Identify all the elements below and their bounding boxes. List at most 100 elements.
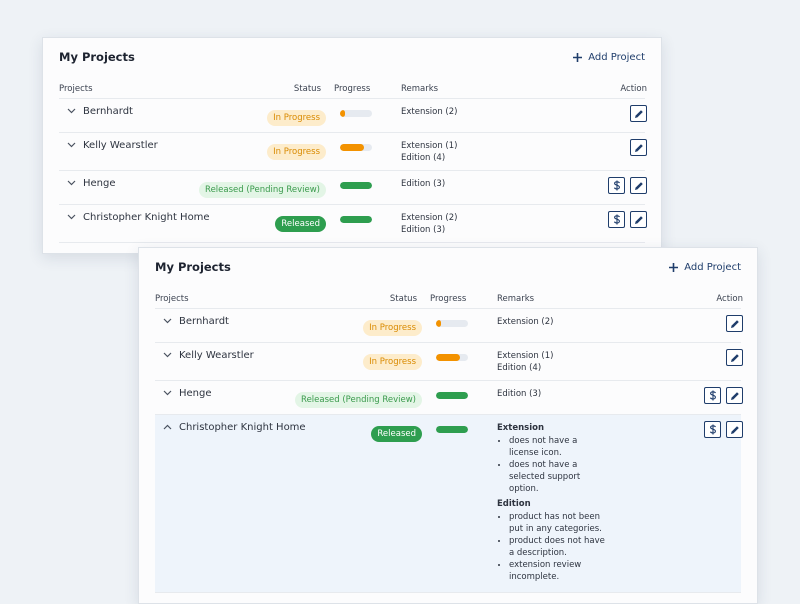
edit-icon (634, 181, 644, 191)
actions-cell (630, 139, 647, 156)
project-name: Henge (179, 388, 212, 399)
chevron-icon (67, 180, 76, 186)
add-project-button[interactable]: Add Project (573, 52, 645, 63)
expand-toggle[interactable] (155, 387, 179, 396)
column-label: Action (620, 84, 647, 94)
project-name: Christopher Knight Home (83, 212, 210, 223)
expand-toggle[interactable] (59, 139, 83, 148)
remarks-cell: Edition (3) (401, 177, 577, 190)
column-label: Progress (334, 84, 371, 94)
expand-toggle[interactable] (155, 349, 179, 358)
project-name: Kelly Wearstler (83, 140, 158, 151)
add-project-label: Add Project (588, 51, 645, 63)
detail-item: does not have a license icon. (509, 435, 609, 459)
project-row: Henge Released (Pending Review) Edition (3… (59, 171, 647, 205)
remarks-cell: Extension (1) Edition (4) (497, 349, 673, 374)
chevron-icon (67, 142, 76, 148)
edit-icon (634, 215, 644, 225)
edit-button[interactable] (630, 177, 647, 194)
edit-button[interactable] (630, 211, 647, 228)
chevron-icon (67, 214, 76, 220)
chevron-icon (67, 108, 76, 114)
detail-item: product has not been put in any categori… (509, 511, 609, 535)
status-cell: Released (Pending Review) (199, 177, 326, 198)
project-row: Bernhardt In Progress Extension (2) (155, 309, 743, 343)
column-label: Remarks (401, 84, 439, 94)
status-badge: Released (275, 216, 326, 232)
remarks-cell: Extension (1) Edition (4) (401, 139, 577, 164)
detail-item: product does not have a description. (509, 535, 609, 559)
status-cell: Released (275, 211, 326, 232)
pricing-button[interactable] (608, 211, 625, 228)
edit-button[interactable] (726, 315, 743, 332)
actions-cell (726, 315, 743, 332)
edit-icon (730, 319, 740, 329)
column-label: Projects (59, 84, 93, 94)
pricing-button[interactable] (608, 177, 625, 194)
pricing-icon (613, 214, 621, 225)
edit-button[interactable] (630, 139, 647, 156)
status-cell: Released (Pending Review) (295, 387, 422, 408)
edit-button[interactable] (630, 105, 647, 122)
chevron-icon (163, 390, 172, 396)
project-row: Bernhardt In Progress Extension (2) (59, 99, 647, 133)
project-row: Christopher Knight Home Released Extension… (59, 205, 647, 243)
edit-icon (634, 109, 644, 119)
column-label: Action (716, 294, 743, 304)
actions-cell (726, 349, 743, 366)
detail-heading: Edition (497, 499, 531, 509)
edit-button[interactable] (726, 349, 743, 366)
expand-toggle[interactable] (155, 421, 179, 430)
actions-cell (608, 177, 647, 194)
progress-fill (340, 144, 364, 151)
column-label: Status (389, 294, 417, 304)
actions-cell (608, 211, 647, 228)
remark: Edition (4) (401, 153, 446, 163)
progress-track (436, 426, 468, 433)
progress-fill (340, 216, 372, 223)
panel-header: My Projects Add Project (59, 40, 645, 74)
actions-cell (630, 105, 647, 122)
expand-toggle[interactable] (59, 211, 83, 220)
edit-button[interactable] (726, 387, 743, 404)
edit-button[interactable] (726, 421, 743, 438)
column-header: Projects Status Progress Remarks Action (59, 80, 647, 99)
pricing-icon (709, 390, 717, 401)
remark: Edition (4) (497, 363, 542, 373)
remark: Extension (2) (497, 317, 554, 327)
status-badge: Released (371, 426, 422, 442)
add-project-label: Add Project (684, 261, 741, 273)
status-cell: In Progress (267, 105, 326, 126)
project-name: Bernhardt (83, 106, 133, 117)
remarks-cell: Edition (3) (497, 387, 673, 400)
pricing-button[interactable] (704, 421, 721, 438)
detail-list: does not have a license icon.does not ha… (497, 435, 609, 495)
progress-track (340, 182, 372, 189)
progress-fill (436, 320, 441, 327)
project-row: Kelly Wearstler In Progress Extension (1) E… (155, 343, 743, 381)
remarks-cell: Extension (2) Edition (3) (401, 211, 577, 236)
projects-panel: My Projects Add Project Projects Status Prog… (42, 37, 662, 254)
progress-fill (436, 392, 468, 399)
expand-toggle[interactable] (155, 315, 179, 324)
detail-item: does not have a selected support option. (509, 459, 609, 495)
column-header: Projects Status Progress Remarks Action (155, 290, 743, 309)
pricing-button[interactable] (704, 387, 721, 404)
panel-title: My Projects (155, 260, 231, 274)
column-label: Status (293, 84, 321, 94)
projects-panel: My Projects Add Project Projects Status Prog… (138, 247, 758, 604)
progress-fill (436, 426, 468, 433)
edit-icon (634, 143, 644, 153)
project-name: Christopher Knight Home (179, 422, 306, 433)
chevron-icon (163, 352, 172, 358)
progress-track (340, 110, 372, 117)
progress-track (436, 354, 468, 361)
column-label: Projects (155, 294, 189, 304)
project-row: Kelly Wearstler In Progress Extension (1) E… (59, 133, 647, 171)
add-project-button[interactable]: Add Project (669, 262, 741, 273)
expand-toggle[interactable] (59, 105, 83, 114)
expand-toggle[interactable] (59, 177, 83, 186)
chevron-icon (163, 318, 172, 324)
actions-cell (704, 387, 743, 404)
